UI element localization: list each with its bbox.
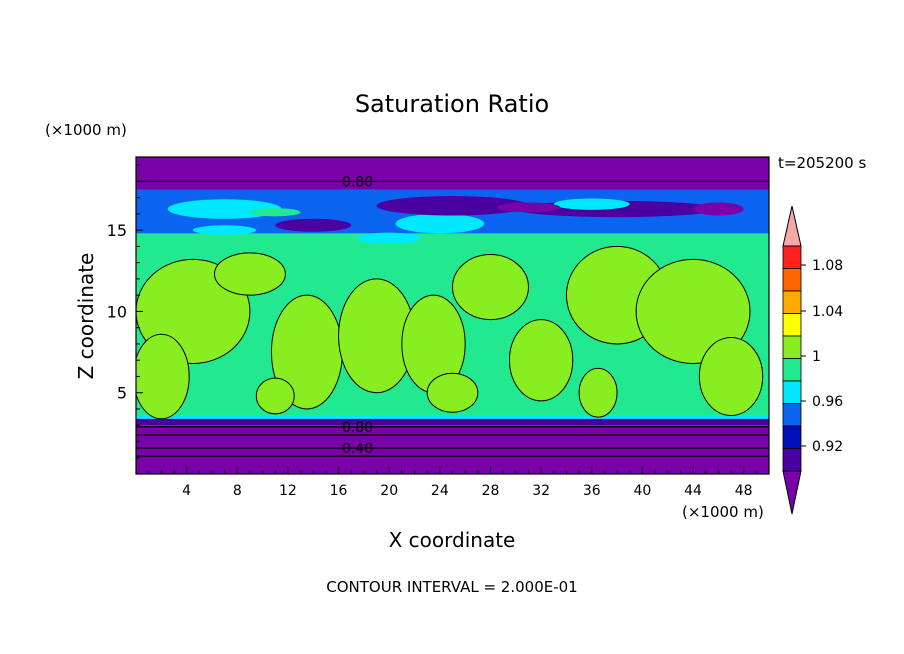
- layer-band-2: [136, 415, 769, 419]
- layer-band-5: [136, 157, 769, 190]
- x-tick-label-48: 48: [735, 483, 753, 499]
- colorbar-label-3: 0.96: [812, 394, 843, 410]
- x-unit-label: (×1000 m): [682, 503, 764, 521]
- colorbar-box-4: [782, 335, 802, 359]
- x-tick-label-20: 20: [380, 483, 398, 499]
- patch-above-one-11: [578, 367, 618, 418]
- chart-title: Saturation Ratio: [355, 90, 549, 118]
- band-feature-7: [693, 202, 744, 216]
- y-tick-label-10: 10: [107, 302, 127, 321]
- x-tick-label-36: 36: [583, 483, 601, 499]
- contour-label-2: 0.40: [342, 441, 373, 457]
- band-feature-6: [553, 198, 630, 210]
- band-feature-8: [496, 202, 561, 213]
- colorbar-box-1: [782, 268, 802, 292]
- x-tick-label-24: 24: [431, 483, 449, 499]
- x-tick-label-32: 32: [532, 483, 550, 499]
- colorbar-label-1: 1.04: [812, 304, 843, 320]
- colorbar-box-0: [782, 245, 802, 269]
- colorbar-top-arrow: [782, 205, 802, 247]
- x-tick-label-44: 44: [684, 483, 702, 499]
- colorbar-box-9: [782, 448, 802, 472]
- band-feature-2: [395, 213, 485, 234]
- layer-band-0: [136, 425, 769, 474]
- band-feature-1: [249, 208, 301, 217]
- y-tick-label-5: 5: [117, 384, 127, 403]
- colorbar-label-0: 1.08: [812, 258, 843, 274]
- x-axis-ticks: 4 8 12 16 20 24 28 32 36 40 44 48: [148, 467, 757, 499]
- colorbar-box-5: [782, 358, 802, 382]
- patch-above-one-12: [255, 377, 295, 415]
- patch-above-one-6: [452, 254, 529, 321]
- band-feature-3: [376, 196, 529, 216]
- contour-lines: [136, 180, 769, 457]
- band-feature-10: [192, 225, 257, 236]
- x-axis-label: X coordinate: [389, 528, 516, 552]
- colorbar-bottom-arrow: [782, 470, 802, 515]
- plot-area: [136, 157, 769, 474]
- patch-above-one-13: [426, 372, 479, 413]
- band-feature-5: [275, 218, 352, 232]
- y-unit-label: (×1000 m): [45, 121, 127, 139]
- contour-label-0: 0.80: [342, 174, 373, 190]
- x-tick-label-40: 40: [633, 483, 651, 499]
- x-tick-label-16: 16: [330, 483, 348, 499]
- colorbar-box-6: [782, 380, 802, 404]
- x-tick-label-8: 8: [233, 483, 242, 499]
- colorbar-box-2: [782, 290, 802, 314]
- patch-above-one-2: [213, 252, 286, 296]
- patch-above-one-7: [508, 319, 574, 402]
- y-tick-label-15: 15: [107, 221, 127, 240]
- layer-band-1: [136, 418, 769, 426]
- colorbar-label-2: 1: [812, 349, 821, 365]
- colorbar-label-4: 0.92: [812, 439, 843, 455]
- colorbar-box-8: [782, 425, 802, 449]
- band-feature-9: [357, 232, 421, 244]
- patch-above-one-10: [698, 336, 764, 416]
- patch-above-one-9: [635, 258, 751, 364]
- x-tick-label-12: 12: [279, 483, 297, 499]
- colorbar-box-3: [782, 313, 802, 337]
- patch-above-one-1: [136, 333, 190, 420]
- colorbar: 1.08 1.04 1 0.96 0.92: [782, 205, 843, 515]
- colorbar-box-7: [782, 403, 802, 427]
- y-axis-label: Z coordinate: [74, 253, 98, 380]
- contour-labels: 0.80 0.80 0.40: [342, 174, 373, 457]
- x-tick-label-4: 4: [182, 483, 191, 499]
- time-label: t=205200 s: [778, 154, 866, 172]
- x-tick-label-28: 28: [482, 483, 500, 499]
- contour-interval-footer: CONTOUR INTERVAL = 2.000E-01: [326, 578, 577, 596]
- y-axis-ticks: 5 10 15: [107, 164, 143, 459]
- contour-label-1: 0.80: [342, 420, 373, 436]
